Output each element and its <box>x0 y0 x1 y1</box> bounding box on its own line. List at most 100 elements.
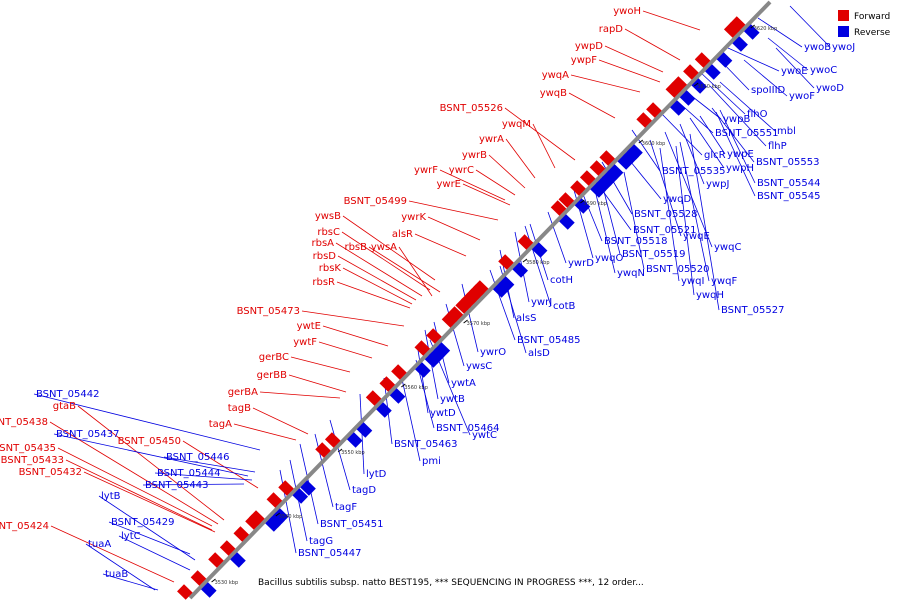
legend-reverse-swatch <box>838 26 849 37</box>
gene-label-BSNT_05463: BSNT_05463 <box>394 439 457 450</box>
gene-label-BSNT_05437: BSNT_05437 <box>56 429 119 440</box>
connector-ywpF <box>598 59 661 83</box>
gene-label-BSNT_05553: BSNT_05553 <box>756 157 819 168</box>
gene-label-lytC: lytC <box>121 531 141 542</box>
forward-gene-block <box>365 390 382 406</box>
gene-label-ywtE: ywtE <box>297 321 321 332</box>
gene-label-ywrD: ywrD <box>568 258 594 269</box>
gene-label-BSNT_05446: BSNT_05446 <box>166 452 229 463</box>
forward-gene-block <box>729 16 746 32</box>
connector-tagD <box>329 419 351 491</box>
connector-ywrE <box>462 183 511 206</box>
tick-mark <box>463 319 468 324</box>
connector-tuaB <box>102 573 159 591</box>
gene-label-ywtC: ywtC <box>472 430 497 441</box>
gene-label-spoIIID: spoIIID <box>751 85 786 96</box>
gene-label-ywqH: ywqH <box>696 290 724 301</box>
connector-BSNT_05433 <box>65 459 213 531</box>
reverse-gene-block <box>617 154 634 170</box>
gene-label-alsR: alsR <box>392 229 413 240</box>
gene-label-ywtF: ywtF <box>293 337 317 348</box>
connector-rbsC <box>341 231 431 291</box>
connector-ywoE <box>727 47 780 72</box>
reverse-gene-block <box>356 422 373 438</box>
reverse-gene-block <box>744 24 760 40</box>
gene-label-lytD: lytD <box>366 469 387 480</box>
gene-label-tagA: tagA <box>209 419 232 430</box>
connector-ywpD <box>604 45 664 73</box>
connector-BSNT_05545 <box>715 111 756 197</box>
gene-label-ywpD: ywpD <box>575 41 603 52</box>
forward-gene-block <box>426 328 442 344</box>
forward-gene-block <box>498 254 514 270</box>
gene-label-rbsD: rbsD <box>313 251 337 262</box>
gene-label-flhO: flhO <box>747 109 768 120</box>
gene-label-lytB: lytB <box>101 491 121 502</box>
connector-ywpJ <box>679 123 705 185</box>
gene-label-ywrK: ywrK <box>401 212 426 223</box>
forward-gene-block <box>177 584 193 600</box>
gene-label-ywoE: ywoE <box>781 66 808 77</box>
forward-gene-block <box>468 284 485 300</box>
connector-ywoC <box>767 37 809 71</box>
connector-flhP <box>709 85 767 147</box>
forward-gene-block <box>723 22 740 38</box>
forward-gene-block <box>266 492 283 508</box>
reverse-gene-block <box>601 170 618 186</box>
reverse-gene-block <box>273 508 289 524</box>
connector-rbsK <box>342 267 413 305</box>
gene-label-ywpF: ywpF <box>571 55 597 66</box>
tick-mark <box>337 448 343 453</box>
forward-gene-block <box>233 526 250 542</box>
reverse-gene-block <box>265 516 281 532</box>
reverse-gene-block <box>376 402 392 418</box>
connector-ywrB <box>488 154 526 189</box>
gene-label-BSNT_05520: BSNT_05520 <box>646 264 709 275</box>
connector-tagA <box>233 423 297 441</box>
gene-label-glcR: glcR <box>704 150 726 161</box>
connector-ywqI <box>659 147 680 282</box>
gene-label-ywsC: ywsC <box>466 361 492 372</box>
gene-label-ywrC: ywrC <box>449 165 474 176</box>
connector-ywrF <box>439 169 506 201</box>
forward-gene-block <box>190 570 207 586</box>
gene-label-tagF: tagF <box>335 502 357 513</box>
connector-tuaA <box>85 543 156 591</box>
gene-label-rbsR: rbsR <box>312 277 335 288</box>
connector-BSNT_05473 <box>301 310 405 327</box>
gene-label-ywoD: ywoD <box>816 83 844 94</box>
connector-gerBA <box>259 391 341 399</box>
reverse-gene-block <box>716 52 733 68</box>
gene-label-BSNT_05485: BSNT_05485 <box>517 335 580 346</box>
reverse-gene-block <box>607 164 624 180</box>
connector-ywrK <box>427 216 481 241</box>
gene-label-ywpE: ywpE <box>727 149 754 160</box>
gene-label-gerBB: gerBB <box>257 370 287 381</box>
connector-BSNT_05450 <box>182 440 259 489</box>
tick-label: 3600 kbp <box>642 141 666 147</box>
forward-gene-block <box>465 288 481 304</box>
tick-mark <box>693 82 699 87</box>
gene-label-BSNT_05527: BSNT_05527 <box>721 305 784 316</box>
gene-label-ywrJ: ywrJ <box>531 297 552 308</box>
connector-BSNT_05553 <box>711 107 755 163</box>
connector-rbsA <box>335 242 423 297</box>
gene-label-ywqB: ywqB <box>540 88 567 99</box>
forward-gene-block <box>219 540 236 556</box>
gene-label-ywqD: ywqD <box>663 194 691 205</box>
gene-label-ywrB: ywrB <box>462 150 487 161</box>
gene-label-ywoF: ywoF <box>789 91 815 102</box>
gene-label-ywpJ: ywpJ <box>706 179 729 190</box>
gene-label-BSNT_05435: BSNT_05435 <box>0 443 56 454</box>
forward-gene-block <box>694 52 711 68</box>
forward-gene-block <box>517 234 534 250</box>
connector-rapD <box>624 28 681 61</box>
gene-label-BSNT_05442: BSNT_05442 <box>36 389 99 400</box>
connector-ywtE <box>322 325 389 347</box>
gene-label-BSNT_05451: BSNT_05451 <box>320 519 383 530</box>
gene-label-rbsC: rbsC <box>317 227 340 238</box>
connector-ywsB <box>342 215 436 281</box>
connector-ywrA <box>505 138 536 179</box>
gene-label-tuaB: tuaB <box>105 569 128 580</box>
